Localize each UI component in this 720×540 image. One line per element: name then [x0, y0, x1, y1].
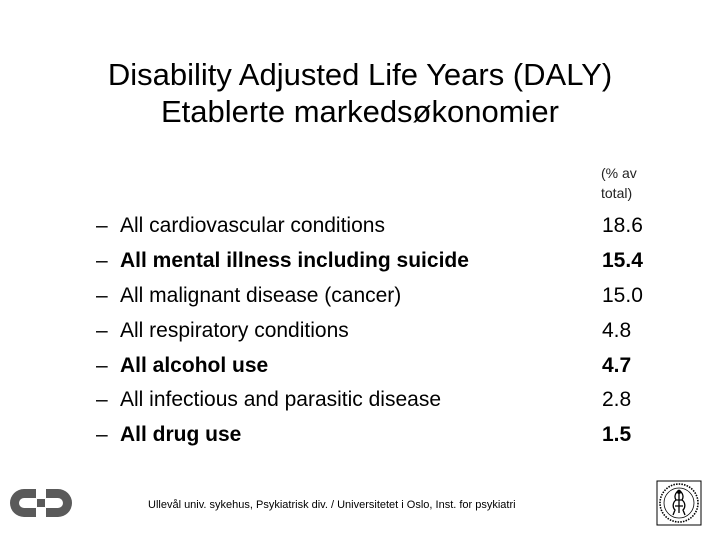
list-item: – All infectious and parasitic disease 2… — [96, 383, 676, 418]
bullet-dash: – — [96, 388, 108, 412]
list-item: – All malignant disease (cancer) 15.0 — [96, 279, 676, 314]
daly-list: – All cardiovascular conditions 18.6 – A… — [96, 209, 676, 453]
item-label: All cardiovascular conditions — [120, 214, 385, 238]
item-value: 4.8 — [602, 318, 632, 342]
footer-credit: Ullevål univ. sykehus, Psykiatrisk div. … — [148, 499, 516, 511]
slide-title: Disability Adjusted Life Years (DALY) Et… — [0, 56, 720, 130]
unit-note-line1: (% av — [601, 165, 637, 181]
bullet-dash: – — [96, 249, 108, 273]
bullet-dash: – — [96, 214, 108, 238]
list-item: – All respiratory conditions 4.8 — [96, 313, 676, 348]
item-label: All mental illness including suicide — [120, 249, 469, 273]
slide-title-line2: Etablerte markedsøkonomier — [161, 94, 559, 129]
item-value: 4.7 — [602, 353, 632, 377]
item-label: All drug use — [120, 423, 242, 447]
bullet-dash: – — [96, 353, 108, 377]
item-value: 15.0 — [602, 283, 643, 307]
item-label: All infectious and parasitic disease — [120, 388, 442, 412]
item-value: 1.5 — [602, 423, 632, 447]
item-value: 18.6 — [602, 214, 643, 238]
bullet-dash: – — [96, 318, 108, 342]
item-value: 2.8 — [602, 388, 632, 412]
hospital-logo-icon — [10, 486, 72, 525]
university-seal-icon — [656, 480, 702, 531]
item-value: 15.4 — [602, 249, 643, 273]
unit-note: (% av total) — [601, 163, 637, 203]
bullet-dash: – — [96, 283, 108, 307]
unit-note-line2: total) — [601, 185, 633, 201]
item-label: All alcohol use — [120, 353, 269, 377]
list-item: – All drug use 1.5 — [96, 418, 676, 453]
bullet-dash: – — [96, 423, 108, 447]
item-label: All malignant disease (cancer) — [120, 283, 402, 307]
list-item: – All mental illness including suicide 1… — [96, 244, 676, 279]
list-item: – All cardiovascular conditions 18.6 — [96, 209, 676, 244]
item-label: All respiratory conditions — [120, 318, 349, 342]
slide-title-line1: Disability Adjusted Life Years (DALY) — [107, 57, 613, 92]
list-item: – All alcohol use 4.7 — [96, 348, 676, 383]
